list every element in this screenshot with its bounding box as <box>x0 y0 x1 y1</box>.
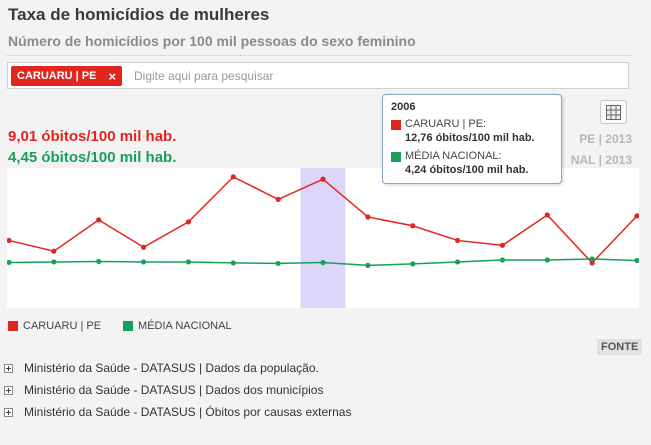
sources-list: Ministério da Saúde - DATASUS | Dados da… <box>4 357 351 423</box>
local-ref-year: PE | 2013 <box>579 132 632 146</box>
legend-swatch-national <box>123 321 134 331</box>
national-ref-year: NAL | 2013 <box>570 153 632 167</box>
data-point-local[interactable] <box>499 242 506 248</box>
source-item[interactable]: Ministério da Saúde - DATASUS | Dados do… <box>4 379 351 401</box>
line-chart[interactable] <box>6 168 640 308</box>
fonte-button[interactable]: FONTE <box>597 339 643 355</box>
chart-canvas <box>6 168 640 308</box>
data-point-local[interactable] <box>589 260 595 266</box>
chart-tooltip: 2006 CARUARU | PE: 12,76 óbitos/100 mil … <box>382 94 562 184</box>
legend-label-national: MÉDIA NACIONAL <box>138 320 232 332</box>
expand-plus-icon[interactable] <box>4 407 13 417</box>
source-label: Ministério da Saúde - DATASUS | Óbitos p… <box>24 405 352 419</box>
data-point-local[interactable] <box>365 214 371 220</box>
source-label: Ministério da Saúde - DATASUS | Dados do… <box>24 383 324 397</box>
data-point-national[interactable] <box>410 261 416 267</box>
legend-label-local: CARUARU | PE <box>23 320 102 332</box>
data-point-national[interactable] <box>454 259 461 265</box>
data-point-local[interactable] <box>320 176 326 182</box>
legend-item-national[interactable]: MÉDIA NACIONAL <box>123 320 232 332</box>
tooltip-national-name: MÉDIA NACIONAL: <box>405 150 502 162</box>
legend-item-local[interactable]: CARUARU | PE <box>8 320 101 332</box>
data-point-local[interactable] <box>230 174 236 180</box>
data-point-national[interactable] <box>634 257 640 264</box>
search-input[interactable] <box>132 66 612 86</box>
table-grid-icon <box>606 104 621 120</box>
page-subtitle: Número de homicídios por 100 mil pessoas… <box>8 33 416 49</box>
data-point-local[interactable] <box>51 248 57 254</box>
data-point-national[interactable] <box>499 257 506 263</box>
source-item[interactable]: Ministério da Saúde - DATASUS | Óbitos p… <box>4 401 351 423</box>
expand-plus-icon[interactable] <box>4 363 13 373</box>
data-point-national[interactable] <box>140 259 147 265</box>
chart-legend: CARUARU | PE MÉDIA NACIONAL <box>8 320 232 332</box>
data-point-national[interactable] <box>589 256 595 262</box>
data-point-national[interactable] <box>544 257 550 263</box>
legend-swatch-local <box>8 321 18 331</box>
close-icon[interactable]: × <box>108 68 117 84</box>
data-point-local[interactable] <box>544 212 550 218</box>
tooltip-local-name: CARUARU | PE: <box>405 118 487 130</box>
divider <box>6 55 631 56</box>
local-rate-value: 9,01 óbitos/100 mil hab. <box>8 128 177 145</box>
selected-location-tag[interactable]: CARUARU | PE × <box>11 66 123 86</box>
data-point-local[interactable] <box>185 219 192 225</box>
data-point-national[interactable] <box>96 258 102 265</box>
search-box[interactable]: CARUARU | PE × <box>7 62 629 89</box>
tooltip-local-swatch <box>391 120 401 130</box>
data-point-local[interactable] <box>96 217 102 223</box>
data-point-local[interactable] <box>140 244 147 250</box>
table-view-button[interactable] <box>600 100 627 124</box>
data-point-national[interactable] <box>6 259 12 266</box>
national-rate-value: 4,45 óbitos/100 mil hab. <box>8 149 177 166</box>
data-point-national[interactable] <box>275 260 281 267</box>
data-point-local[interactable] <box>454 237 461 244</box>
source-label: Ministério da Saúde - DATASUS | Dados da… <box>24 361 319 375</box>
data-point-national[interactable] <box>51 259 57 265</box>
data-point-local[interactable] <box>6 237 12 244</box>
selected-location-label: CARUARU | PE <box>17 70 97 82</box>
tooltip-year: 2006 <box>391 101 416 113</box>
source-item[interactable]: Ministério da Saúde - DATASUS | Dados da… <box>4 357 351 379</box>
data-point-national[interactable] <box>230 260 236 266</box>
data-point-local[interactable] <box>634 213 640 219</box>
tooltip-national-swatch <box>391 152 401 162</box>
data-point-national[interactable] <box>320 259 326 266</box>
page-title: Taxa de homicídios de mulheres <box>8 5 270 24</box>
tooltip-national-value: 4,24 óbitos/100 mil hab. <box>405 164 529 176</box>
data-point-local[interactable] <box>410 223 416 229</box>
expand-plus-icon[interactable] <box>4 385 13 395</box>
data-point-local[interactable] <box>275 196 281 202</box>
data-point-national[interactable] <box>185 259 192 265</box>
data-point-national[interactable] <box>365 262 371 268</box>
tooltip-local-value: 12,76 óbitos/100 mil hab. <box>405 132 535 144</box>
highlight-band <box>300 168 346 308</box>
